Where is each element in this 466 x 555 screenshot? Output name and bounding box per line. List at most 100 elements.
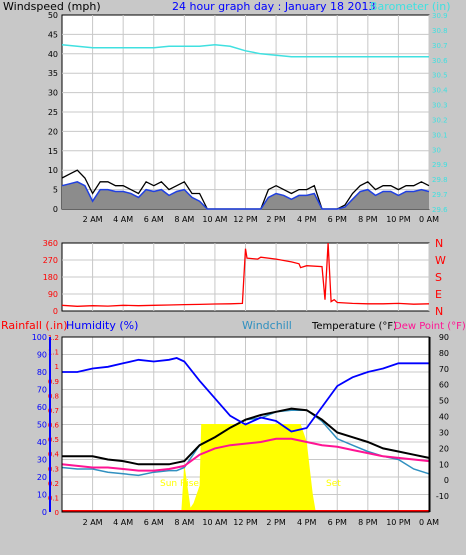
temperature-tick-label: -10 [436,492,449,501]
chart-title: 24 hour graph day : January 18 2013 [172,0,376,13]
temperature-tick-label: 30 [439,428,449,437]
barometer-tick-label: 30 [432,146,441,154]
humidity-tick-label: 50 [37,421,47,430]
humidity-tick-label: 30 [37,456,47,465]
x-tick-label: 6 AM [144,518,164,527]
x-tick-label: 0 AM [419,518,439,527]
wind-panel-grid [62,15,430,209]
x-tick-label: 10 PM [386,215,411,224]
barometer-tick-label: 30.2 [432,116,448,124]
humidity-tick-label: 0 [42,508,47,517]
windspeed-tick-label: 10 [48,166,58,175]
rain-tick-label: 1.2 [48,334,59,342]
rain-tick-label: 0.8 [48,392,59,400]
x-tick-label: 0 AM [419,215,439,224]
direction-tick-label: 360 [43,239,58,248]
wind-direction-line [61,242,430,307]
temperature-tick-label: 0 [444,476,449,485]
rain-tick-label: 0.7 [48,407,59,415]
direction-tick-label: 180 [43,273,58,282]
barometer-tick-label: 30.7 [432,42,448,50]
x-tick-label: 4 PM [297,215,316,224]
humidity-line [62,357,429,433]
barometer-tick-label: 30.8 [432,27,448,35]
x-tick-label: 10 AM [202,518,227,527]
legend-temperature: Temperature (°F) [311,321,397,332]
x-tick-label: 12 PM [233,518,258,527]
dewpoint-line [61,437,430,472]
windspeed-tick-label: 40 [48,50,58,59]
temperature-tick-label: 90 [439,333,449,342]
windspeed-tick-label: 45 [48,30,58,39]
compass-tick-label: S [435,271,442,284]
temperature-tick-label: 40 [439,413,449,422]
barometer-tick-label: 29.8 [432,176,448,184]
barometer-line [61,44,429,58]
x-tick-label: 12 PM [233,215,258,224]
x-tick-label: 2 PM [266,215,285,224]
legend-windchill: Windchill [242,319,292,332]
windspeed-tick-label: 5 [53,186,58,195]
windspeed-tick-label: 0 [53,205,58,214]
temperature-panel-frame [61,336,430,513]
humidity-tick-label: 20 [37,473,47,482]
temperature-tick-label: 10 [439,460,449,469]
wind-average-fill [62,181,429,209]
legend-dewpoint: Dew Point (°F) [394,321,466,332]
rain-tick-label: 0 [55,509,59,517]
wind-average-line [61,181,430,210]
solar-radiation-fill [62,424,429,512]
x-tick-label: 6 PM [328,215,347,224]
sunset-annotation: Set [326,479,341,489]
humidity-tick-label: 80 [37,368,47,377]
windspeed-tick-label: 35 [48,69,58,78]
humidity-tick-label: 70 [37,386,47,395]
x-tick-label: 6 PM [328,518,347,527]
rain-tick-label: 0.5 [48,436,59,444]
barometer-tick-label: 30.1 [432,131,448,139]
direction-panel-ticks: 0 N 90 E 180 S 270 W 360 N [43,237,446,318]
windspeed-tick-label: 15 [48,147,58,156]
x-tick-label: 10 PM [386,518,411,527]
wind-panel-ticks: 0 5 10 15 20 25 30 35 40 45 50 29.6 29.7 29.8 29.9 30 30… [48,11,448,214]
humidity-tick-label: 100 [32,333,47,342]
rain-tick-label: 0.2 [48,480,59,488]
rain-tick-label: 0.1 [48,494,59,502]
barometer-tick-label: 29.9 [432,161,448,169]
x-tick-label: 6 AM [144,215,164,224]
barometer-tick-label: 29.7 [432,191,448,199]
compass-tick-label: N [435,237,443,250]
direction-tick-label: 0 [53,307,58,316]
temperature-panel-x-ticks: 2 AM 4 AM 6 AM 8 AM 10 AM 12 PM 2 PM 4 PM 6 PM 8 … [83,518,440,527]
temperature-line [62,407,430,466]
humidity-tick-label: 40 [37,438,47,447]
x-tick-label: 10 AM [202,215,227,224]
x-tick-label: 2 AM [83,518,103,527]
windspeed-tick-label: 20 [48,127,58,136]
direction-tick-label: 90 [48,290,58,299]
x-tick-label: 8 PM [358,518,377,527]
barometer-tick-label: 30.3 [432,102,448,110]
direction-tick-label: 270 [43,256,58,265]
compass-tick-label: N [435,305,443,318]
rain-tick-label: 1.1 [48,349,59,357]
temperature-tick-label: 50 [439,397,449,406]
barometer-tick-label: 29.6 [432,206,448,214]
humidity-tick-label: 60 [37,403,47,412]
barometer-tick-label: 30.4 [432,87,448,95]
x-tick-label: 4 AM [113,215,133,224]
wind-panel-series [61,44,430,210]
rain-tick-label: 1 [55,363,59,371]
humidity-tick-label: 10 [37,491,47,500]
barometer-tick-label: 30.6 [432,57,448,65]
x-tick-label: 2 AM [83,215,103,224]
x-tick-label: 2 PM [266,518,285,527]
x-tick-label: 4 AM [113,518,133,527]
temperature-panel-ticks: 010203040506070809010000.10.20.30.40.50.… [32,333,449,517]
x-tick-label: 8 PM [358,215,377,224]
compass-tick-label: E [435,288,442,301]
temperature-tick-label: 20 [439,444,449,453]
barometer-axis-title: Barometer (in) [370,0,451,13]
rain-tick-label: 0.6 [48,422,60,430]
